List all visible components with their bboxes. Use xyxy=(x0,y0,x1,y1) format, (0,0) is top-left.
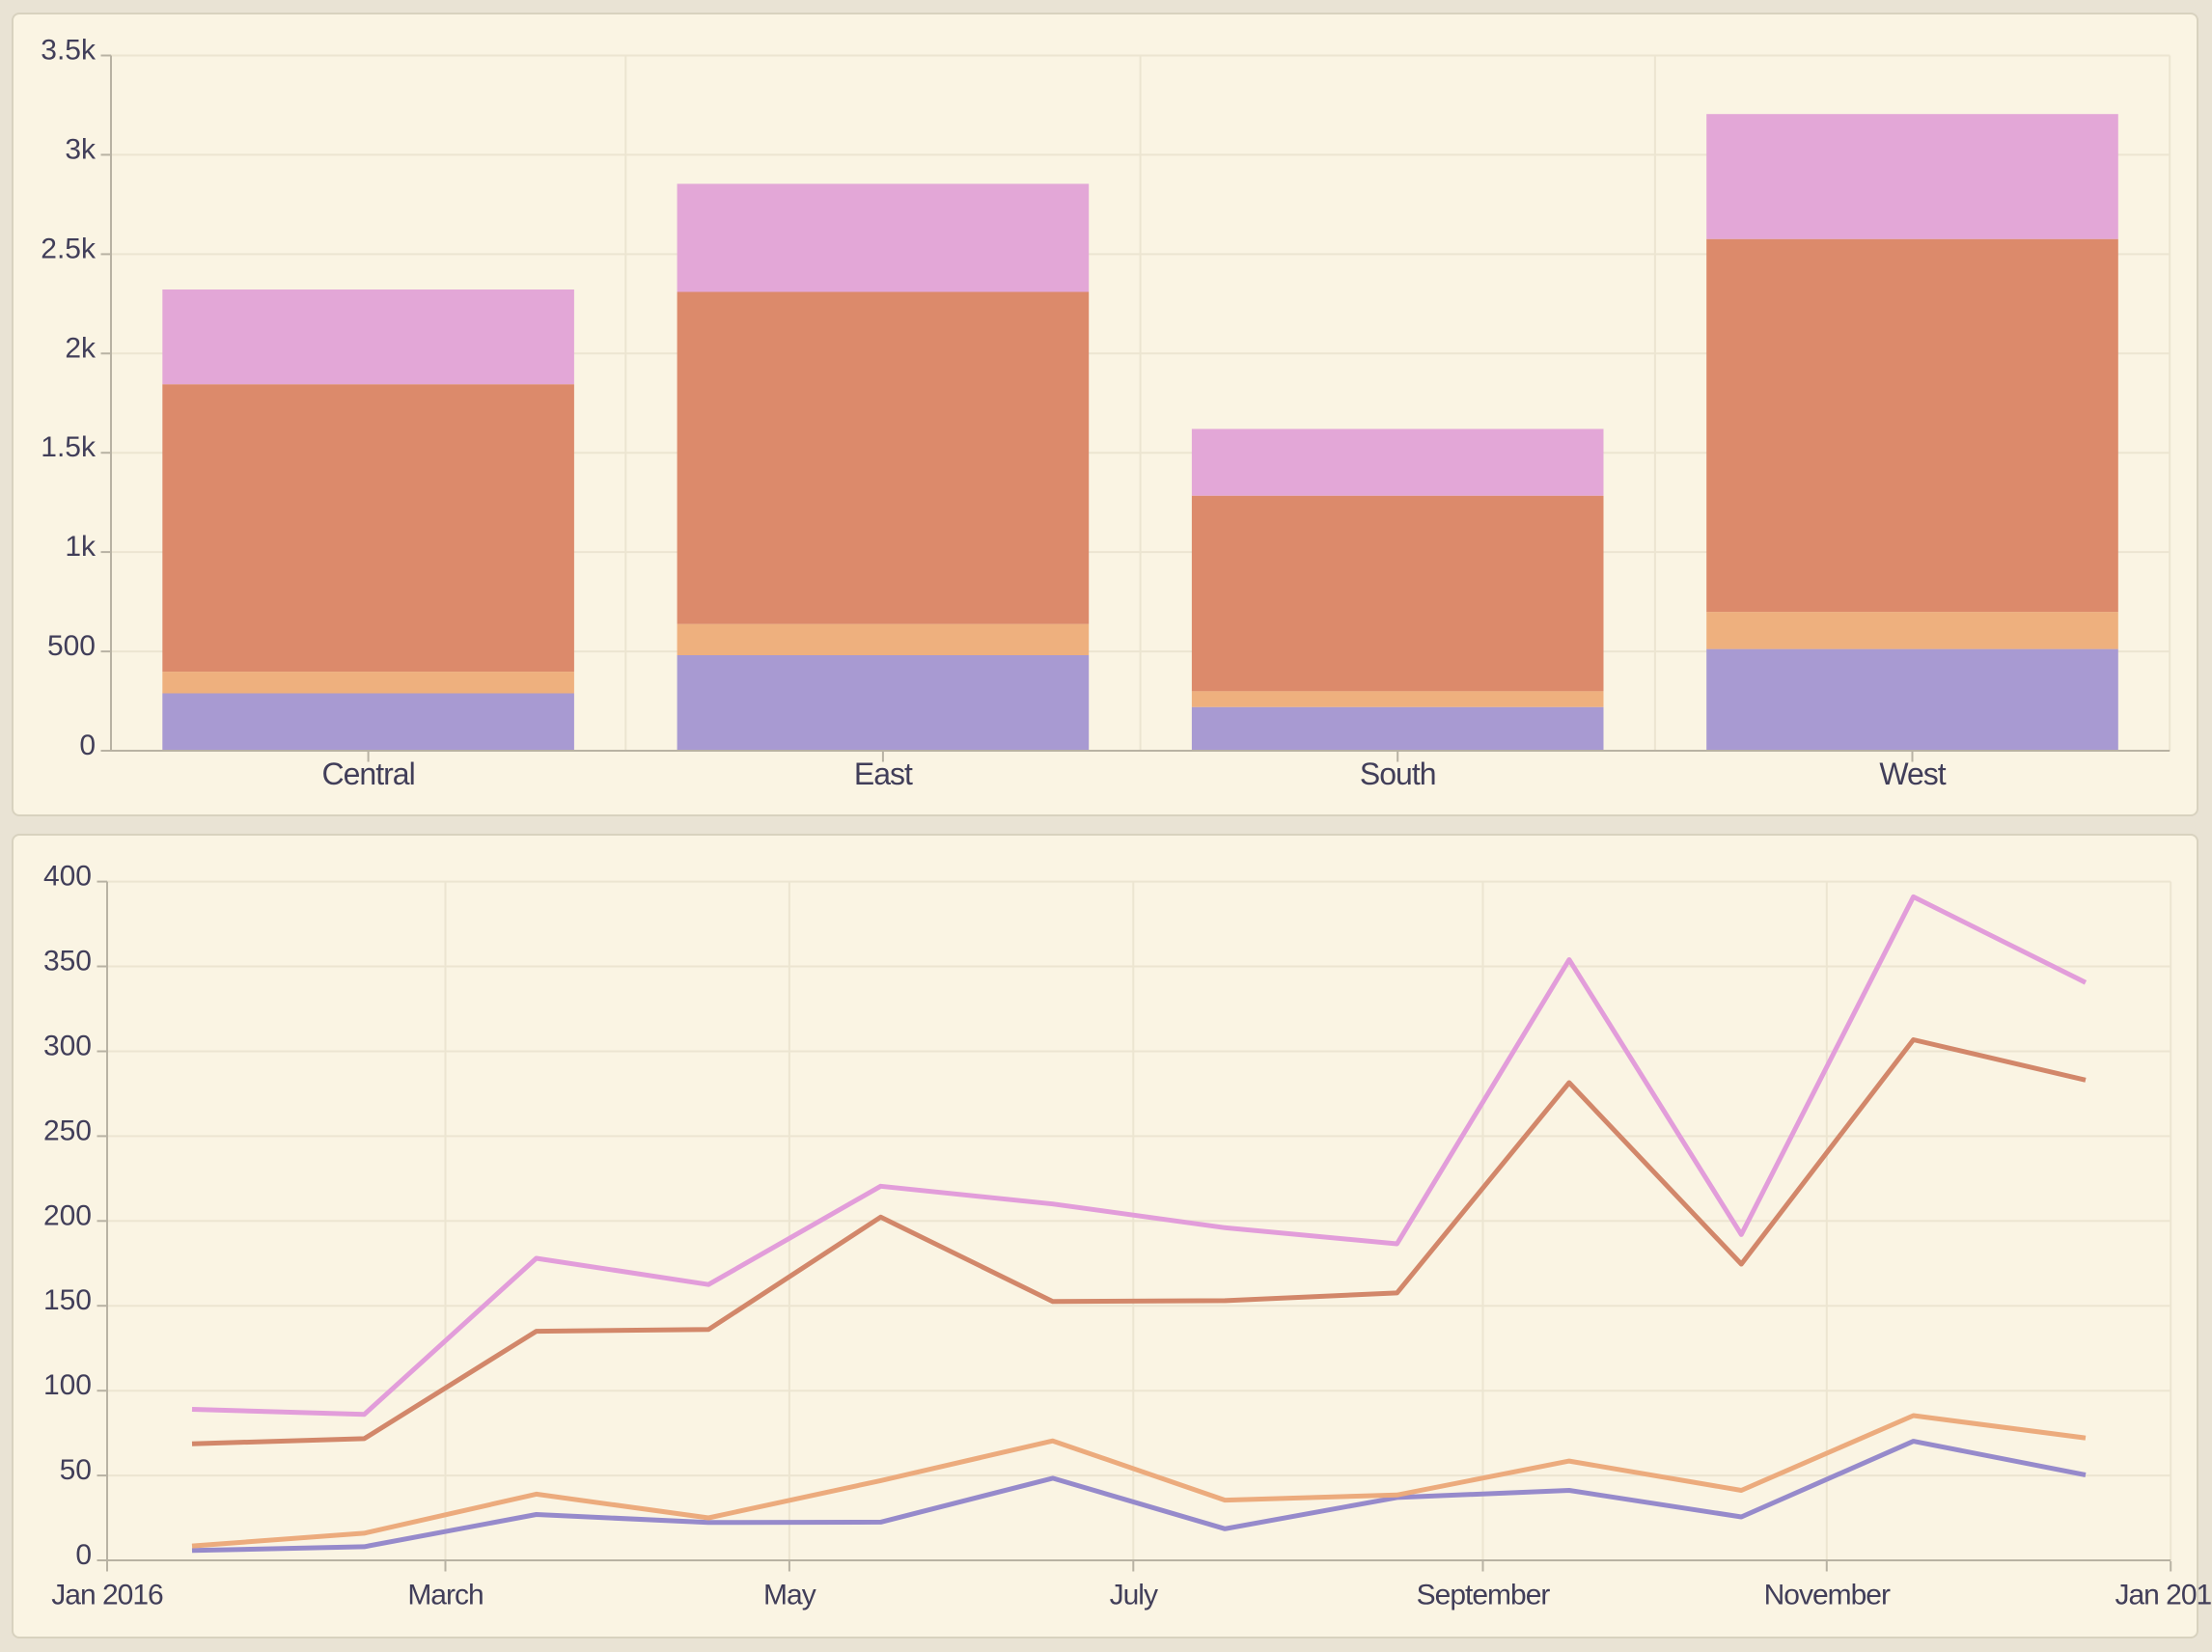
svg-text:Jan 2017: Jan 2017 xyxy=(2115,1580,2212,1611)
svg-text:West: West xyxy=(1879,757,1946,791)
svg-text:3.5k: 3.5k xyxy=(41,35,97,67)
svg-text:350: 350 xyxy=(43,946,92,977)
svg-text:100: 100 xyxy=(43,1369,92,1401)
svg-text:September: September xyxy=(1417,1580,1551,1611)
svg-text:0: 0 xyxy=(75,1539,92,1571)
svg-text:2.5k: 2.5k xyxy=(41,233,97,264)
svg-text:May: May xyxy=(763,1580,816,1611)
svg-text:250: 250 xyxy=(43,1115,92,1146)
svg-text:Central: Central xyxy=(322,757,415,791)
svg-text:2k: 2k xyxy=(65,332,97,364)
svg-text:150: 150 xyxy=(43,1284,92,1316)
svg-text:East: East xyxy=(854,757,913,791)
svg-text:November: November xyxy=(1764,1580,1891,1611)
svg-text:South: South xyxy=(1360,757,1436,791)
svg-text:50: 50 xyxy=(60,1454,92,1486)
svg-text:500: 500 xyxy=(47,630,96,662)
svg-text:3k: 3k xyxy=(65,133,97,165)
svg-text:1.5k: 1.5k xyxy=(41,431,97,463)
svg-text:300: 300 xyxy=(43,1031,92,1062)
svg-text:1k: 1k xyxy=(65,531,97,563)
svg-text:Jan 2016: Jan 2016 xyxy=(51,1580,163,1611)
svg-text:200: 200 xyxy=(43,1199,92,1231)
svg-text:March: March xyxy=(407,1580,483,1611)
svg-text:July: July xyxy=(1110,1580,1158,1611)
svg-text:400: 400 xyxy=(43,861,92,893)
svg-text:0: 0 xyxy=(79,730,96,761)
